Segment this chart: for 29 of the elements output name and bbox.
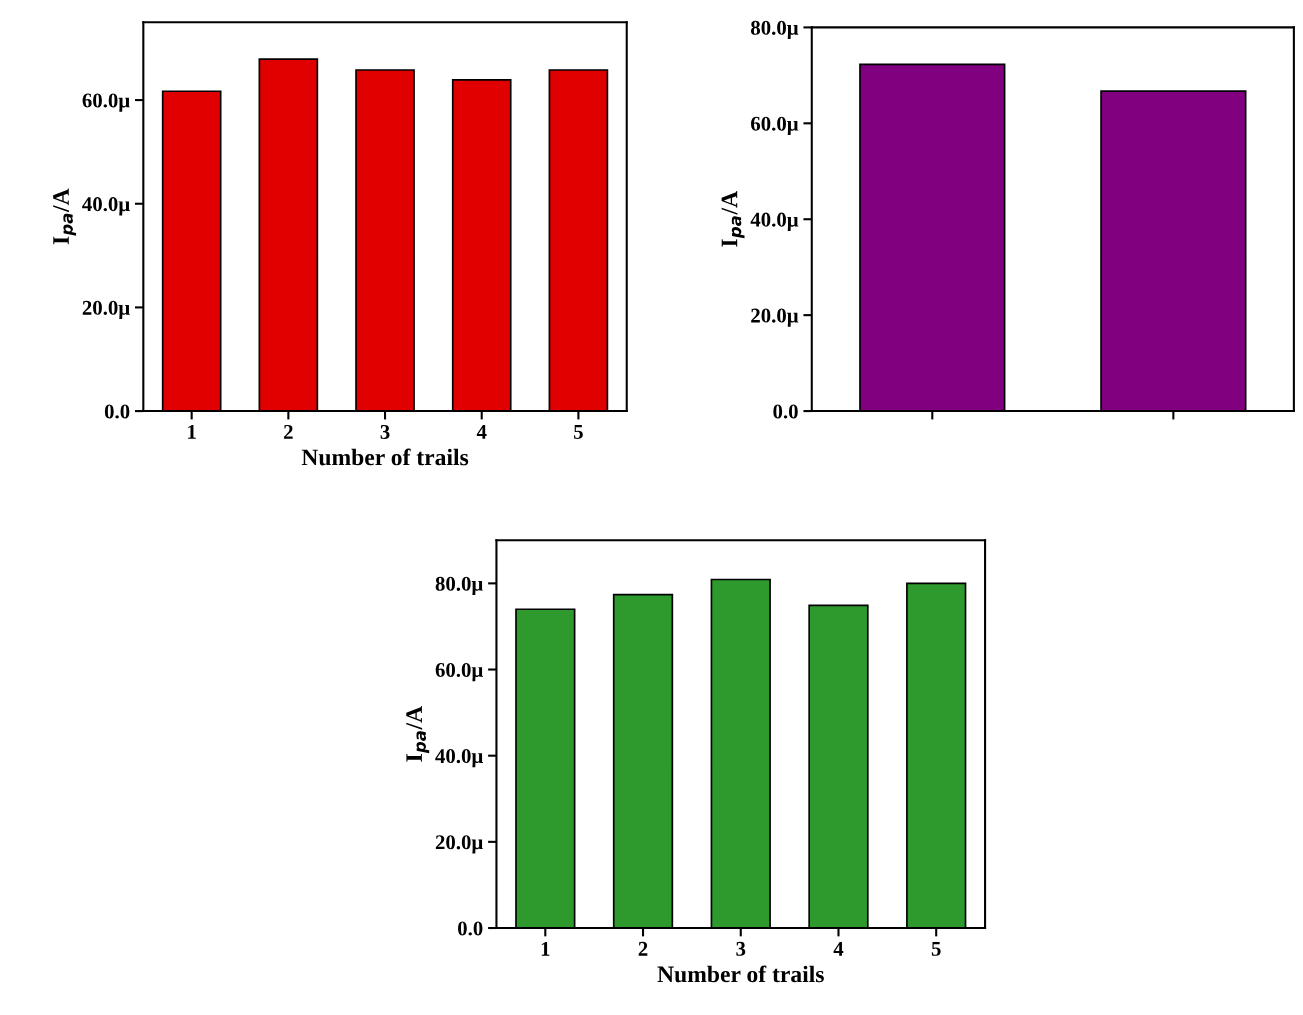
x-tick-label: 4	[833, 941, 844, 956]
y-tick-label: 80.0μ	[751, 20, 799, 40]
y-tick-label: 40.0μ	[435, 749, 483, 768]
x-tick-label: 5	[931, 942, 941, 956]
y-tick-label: 0.0	[458, 921, 483, 936]
y-tick-label: 60.0μ	[82, 93, 130, 112]
y-tick-label: 0.0	[104, 404, 130, 419]
y-axis-title: I$_{pa}$/A	[406, 706, 430, 762]
y-tick-label: 0.0	[773, 404, 798, 419]
y-tick-label: 40.0μ	[82, 197, 130, 216]
x-tick-label: 1	[188, 424, 196, 439]
y-tick-label: 40.0μ	[750, 212, 799, 231]
x-tick-label: 3	[380, 424, 390, 439]
x-tick-label: 2	[638, 941, 648, 956]
y-tick-label: 80.0μ	[435, 576, 483, 596]
y-tick-label: 20.0μ	[435, 835, 483, 854]
y-axis-title: I$_{pa}$/A	[53, 188, 77, 245]
x-tick-label: 3	[736, 941, 746, 956]
y-tick-label: 20.0μ	[751, 308, 799, 327]
y-tick-label: 20.0μ	[82, 300, 130, 320]
x-tick-label: 4	[476, 425, 487, 439]
x-tick-label: 2	[284, 424, 293, 439]
y-axis-title: I$_{pa}$/A	[721, 191, 745, 247]
x-tick-label: 5	[574, 425, 583, 439]
x-axis-title: Number of trails	[657, 965, 824, 983]
y-tick-label: 60.0μ	[435, 662, 483, 682]
x-axis-title: Number of trails	[301, 448, 469, 466]
x-tick-label: 1	[541, 941, 550, 956]
y-tick-label: 60.0μ	[751, 116, 799, 135]
